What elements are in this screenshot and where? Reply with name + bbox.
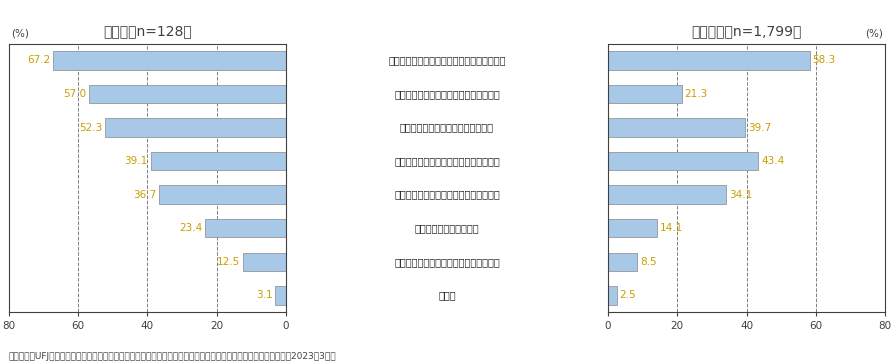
Text: 2.5: 2.5: [620, 290, 636, 301]
Bar: [608, 185, 726, 204]
Text: 39.1: 39.1: [124, 156, 148, 166]
Text: (%): (%): [11, 29, 29, 38]
Text: 8.5: 8.5: [640, 257, 657, 267]
Text: データ連携に対する全社的な知識の欠如: データ連携に対する全社的な知識の欠如: [394, 156, 500, 166]
Text: データ連携に対する経営層の理解の欠如: データ連携に対する経営層の理解の欠如: [394, 257, 500, 267]
Bar: [608, 152, 758, 170]
Text: 43.4: 43.4: [761, 156, 784, 166]
Bar: [54, 51, 286, 70]
Text: 必要とするデータの欠如: 必要とするデータの欠如: [415, 223, 479, 233]
Bar: [89, 85, 286, 103]
Text: 資料：三菱UFJリサーチ＆コンサルティング（株）「我が国ものづくり産業の課题と対応の方向性に関する調査」（2023年3月）: 資料：三菱UFJリサーチ＆コンサルティング（株）「我が国ものづくり産業の課题と対…: [9, 352, 336, 361]
Text: データ連携に必要なスキルを持つ人材の欠如: データ連携に必要なスキルを持つ人材の欠如: [388, 55, 506, 65]
Title: 大企業（n=128）: 大企業（n=128）: [103, 24, 192, 38]
Bar: [608, 253, 637, 271]
Text: データ連携に対する各部門の理解の欠如: データ連携に対する各部門の理解の欠如: [394, 189, 500, 200]
Text: 21.3: 21.3: [685, 89, 708, 99]
Bar: [243, 253, 286, 271]
Bar: [159, 185, 286, 204]
Text: 36.7: 36.7: [133, 189, 156, 200]
Text: 57.0: 57.0: [63, 89, 86, 99]
Text: 34.1: 34.1: [729, 189, 752, 200]
Bar: [608, 51, 810, 70]
Text: 3.1: 3.1: [256, 290, 273, 301]
Text: 58.3: 58.3: [813, 55, 836, 65]
Bar: [608, 118, 746, 137]
Text: (%): (%): [865, 29, 883, 38]
Text: 67.2: 67.2: [27, 55, 50, 65]
Title: 中小企業（n=1,799）: 中小企業（n=1,799）: [691, 24, 802, 38]
Text: 23.4: 23.4: [179, 223, 202, 233]
Bar: [205, 219, 286, 237]
Text: 既存システムの刷新にかかるコスト: 既存システムの刷新にかかるコスト: [400, 122, 494, 132]
Text: 14.1: 14.1: [660, 223, 683, 233]
Bar: [608, 219, 657, 237]
Bar: [608, 85, 682, 103]
Text: その他: その他: [438, 290, 456, 301]
Bar: [150, 152, 286, 170]
Text: 52.3: 52.3: [79, 122, 102, 132]
Text: 部門間のデータフォーマット等の不一致: 部門間のデータフォーマット等の不一致: [394, 89, 500, 99]
Text: 12.5: 12.5: [216, 257, 240, 267]
Bar: [105, 118, 286, 137]
Bar: [608, 286, 617, 305]
Bar: [275, 286, 286, 305]
Text: 39.7: 39.7: [748, 122, 772, 132]
